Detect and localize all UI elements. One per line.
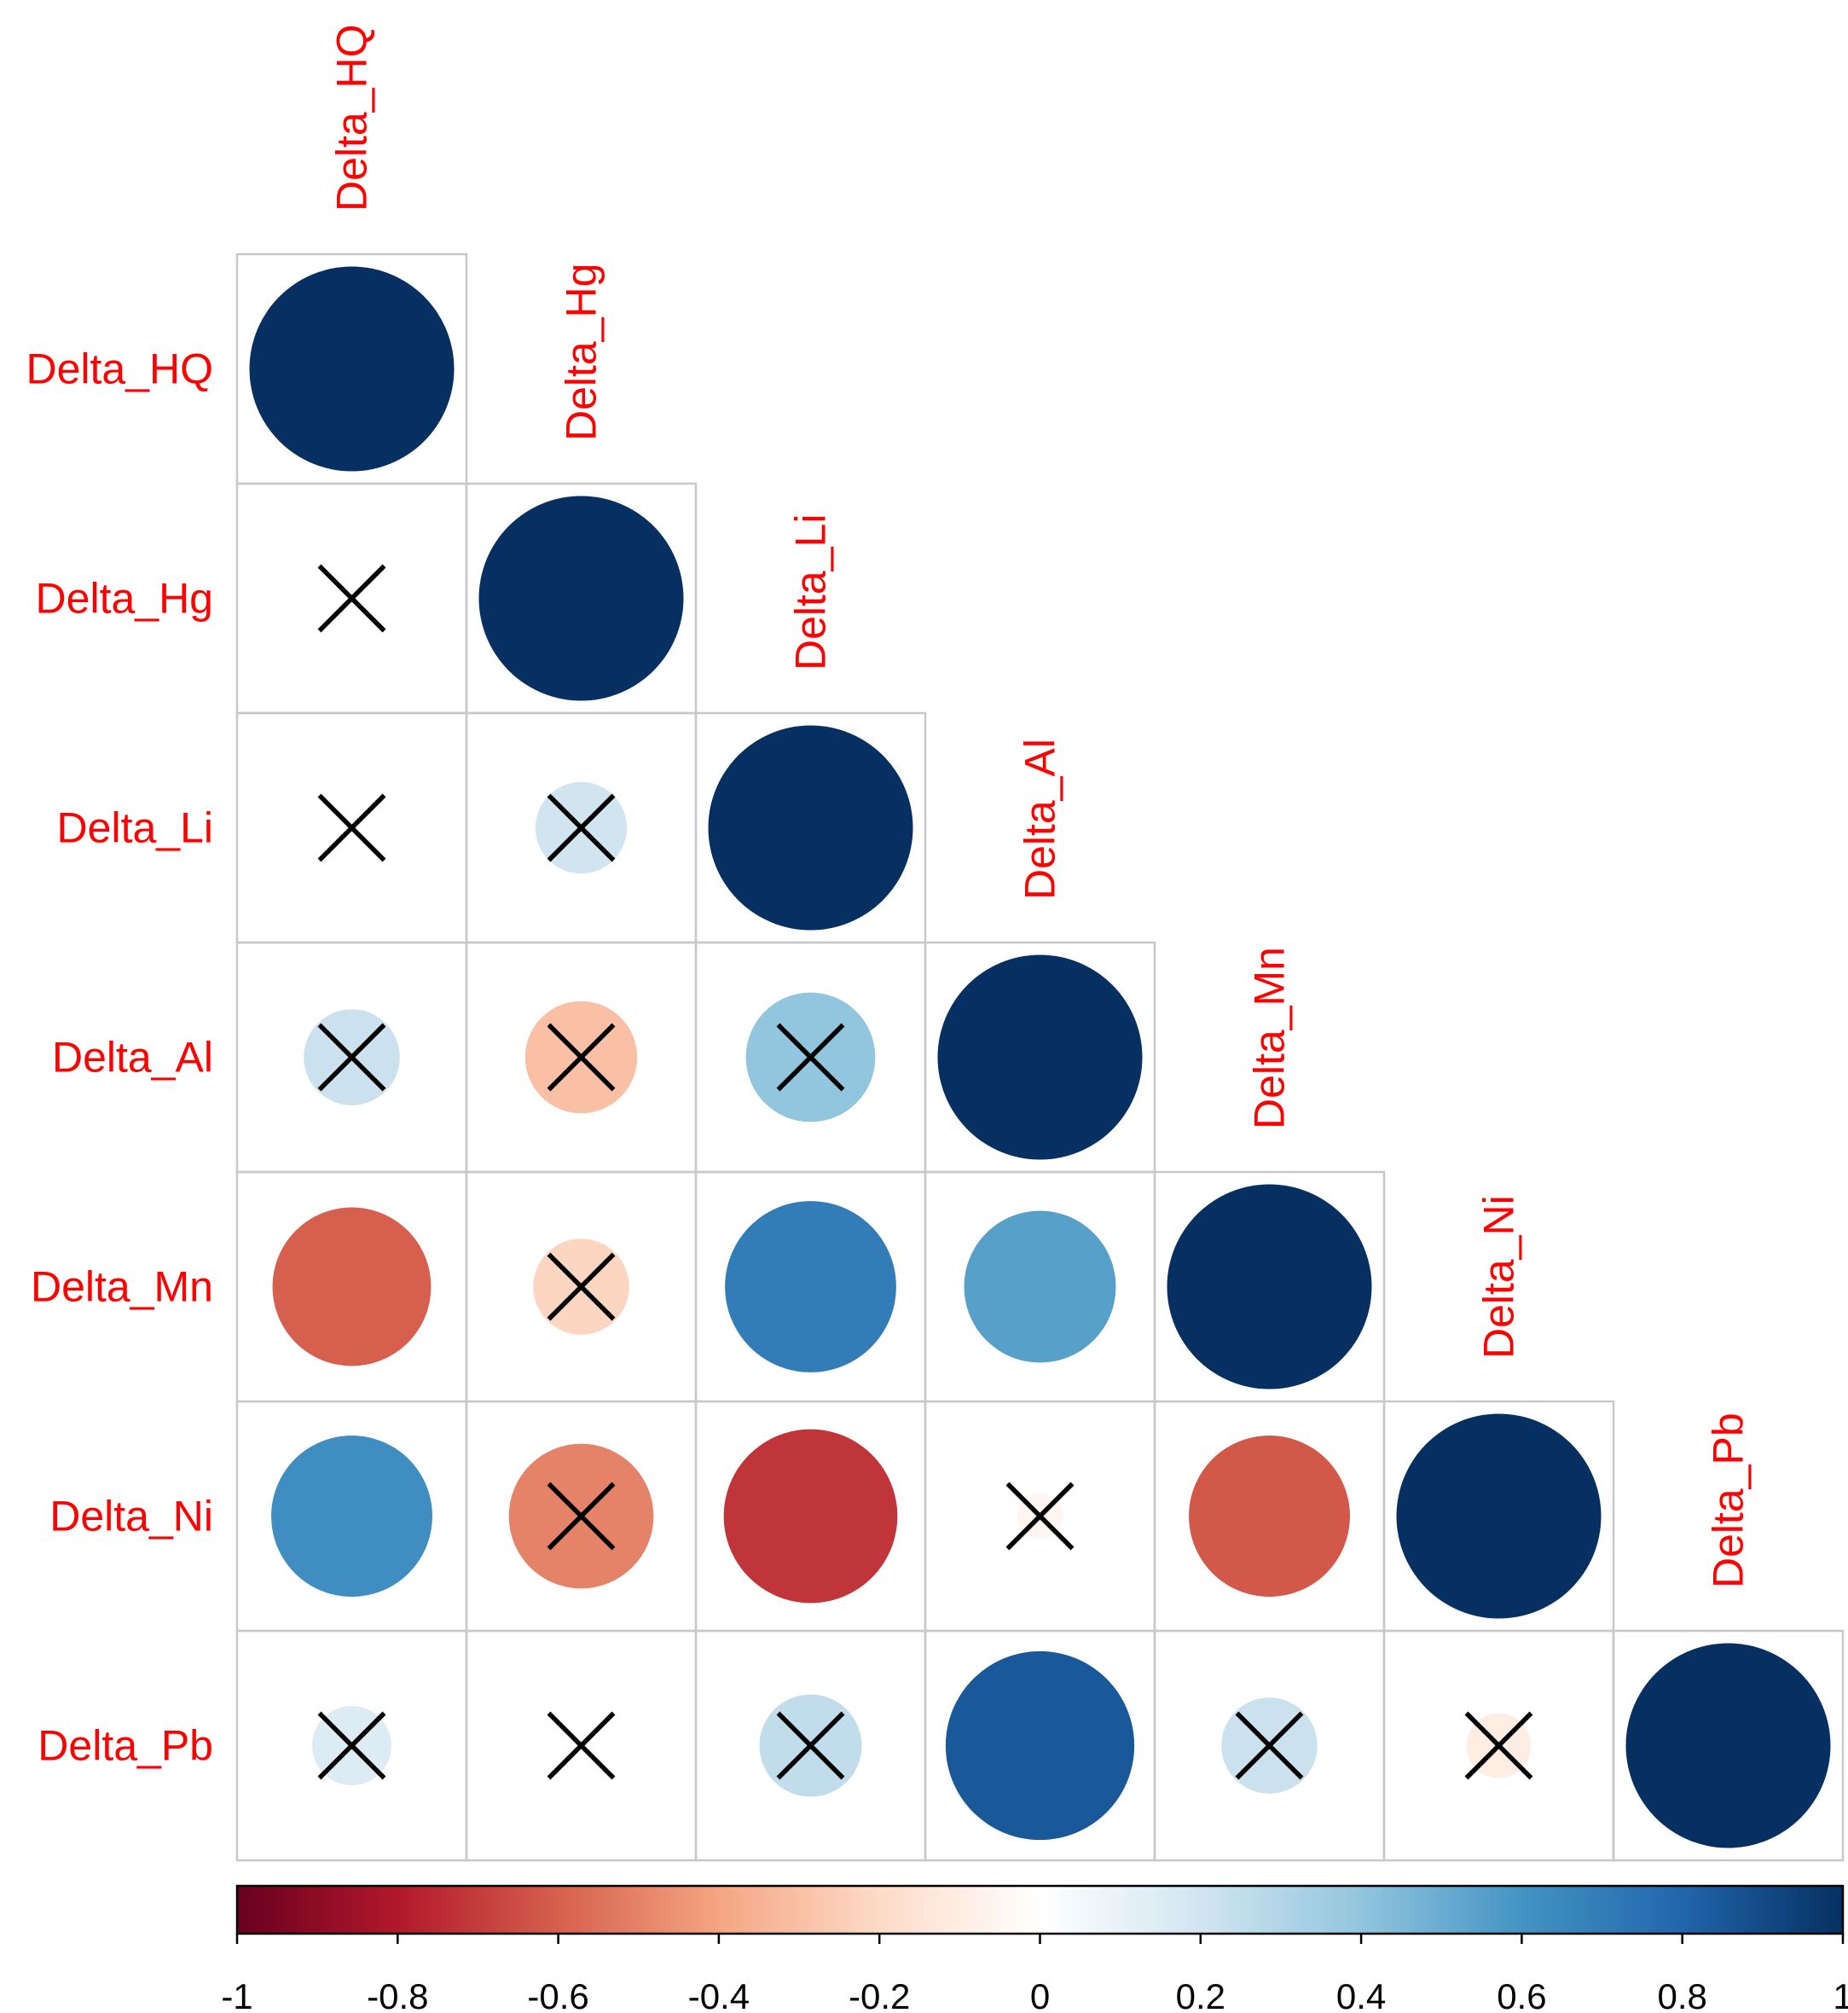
cell-delta-pb-delta-ni	[1382, 1629, 1615, 1862]
insignificant-cross-icon	[1235, 1711, 1304, 1780]
row-label-delta-li: Delta_Li	[57, 804, 213, 852]
cell-delta-pb-delta-li	[694, 1629, 927, 1862]
colorbar: -1 -0.8 -0.6 -0.4 -0.2 0 0.2 0.4 0.6 0.8 1	[221, 1884, 1848, 2013]
cell-delta-li-delta-hg	[465, 711, 698, 944]
insignificant-cross-icon	[317, 1711, 386, 1780]
correlation-circle	[271, 1436, 432, 1597]
cell-delta-ni-delta-li	[694, 1400, 927, 1633]
cell-delta-li-delta-li	[694, 711, 927, 944]
row-label-delta-pb: Delta_Pb	[38, 1722, 213, 1770]
cell-delta-hg-delta-hg	[465, 482, 698, 715]
cell-delta-al-delta-li	[694, 941, 927, 1174]
insignificant-cross-icon	[776, 1711, 845, 1780]
colorbar-tick-label: 0	[1030, 1976, 1050, 2013]
correlation-circle	[249, 266, 455, 472]
row-label-delta-mn: Delta_Mn	[31, 1263, 213, 1311]
cell-delta-ni-delta-ni	[1382, 1400, 1615, 1633]
insignificant-cross-icon	[1005, 1482, 1075, 1551]
colorbar-gradient-bar	[235, 1884, 1845, 1935]
colorbar-tick-label: 0.8	[1658, 1976, 1707, 2013]
cell-delta-pb-delta-pb	[1612, 1629, 1845, 1862]
matrix-cells	[235, 252, 1845, 1862]
cell-delta-li-delta-hq	[235, 711, 468, 944]
column-label-delta-hg: Delta_Hg	[558, 264, 605, 441]
cell-delta-ni-delta-hq	[235, 1400, 468, 1633]
correlation-circle	[272, 1207, 432, 1366]
insignificant-cross-icon	[547, 1711, 616, 1780]
correlation-circle	[478, 496, 684, 701]
row-label-delta-al: Delta_Al	[52, 1034, 213, 1082]
colorbar-ticks: -1 -0.8 -0.6 -0.4 -0.2 0 0.2 0.4 0.6 0.8 1	[221, 1934, 1848, 2013]
insignificant-cross-icon	[547, 1252, 616, 1321]
cell-delta-pb-delta-al	[924, 1629, 1156, 1862]
cell-delta-hq-delta-hq	[235, 252, 468, 485]
correlation-circle	[945, 1650, 1135, 1841]
cell-delta-mn-delta-mn	[1153, 1170, 1386, 1403]
colorbar-tick-label: -0.4	[688, 1976, 750, 2013]
row-label-delta-ni: Delta_Ni	[49, 1493, 213, 1540]
colorbar-tick-label: -0.2	[849, 1976, 910, 2013]
colorbar-tick-label: 0.2	[1176, 1976, 1225, 2013]
cell-delta-al-delta-hq	[235, 941, 468, 1174]
correlation-circle	[1396, 1413, 1602, 1619]
correlation-circle	[723, 1429, 898, 1604]
column-labels: Delta_HQ Delta_Hg Delta_Li Delta_Al Delta_Mn…	[328, 24, 1752, 1588]
cell-delta-hg-delta-hq	[235, 482, 468, 715]
row-label-delta-hg: Delta_Hg	[36, 575, 213, 623]
insignificant-cross-icon	[317, 564, 386, 633]
column-label-delta-li: Delta_Li	[787, 514, 835, 670]
cell-delta-al-delta-al	[924, 941, 1156, 1174]
insignificant-cross-icon	[317, 793, 386, 862]
colorbar-tick-label: -1	[221, 1976, 252, 2013]
correlation-circle	[1189, 1436, 1350, 1597]
cell-delta-pb-delta-hg	[465, 1629, 698, 1862]
column-label-delta-hq: Delta_HQ	[328, 24, 376, 212]
cell-delta-al-delta-hg	[465, 941, 698, 1174]
correlation-circle	[1167, 1184, 1372, 1389]
insignificant-cross-icon	[547, 1023, 616, 1092]
cell-delta-pb-delta-hq	[235, 1629, 468, 1862]
colorbar-tick-label: -0.6	[527, 1976, 588, 2013]
column-label-delta-ni: Delta_Ni	[1475, 1195, 1523, 1359]
insignificant-cross-icon	[547, 793, 616, 862]
column-label-delta-al: Delta_Al	[1017, 739, 1064, 900]
cell-border	[1612, 1629, 1845, 1862]
colorbar-tick-label: 0.4	[1336, 1976, 1386, 2013]
cell-delta-mn-delta-hg	[465, 1170, 698, 1403]
cell-delta-ni-delta-mn	[1153, 1400, 1386, 1633]
cell-delta-pb-delta-mn	[1153, 1629, 1386, 1862]
correlation-circle	[964, 1210, 1116, 1363]
colorbar-tick-label: 0.6	[1497, 1976, 1546, 2013]
correlation-circle	[725, 1201, 896, 1372]
cell-delta-mn-delta-li	[694, 1170, 927, 1403]
insignificant-cross-icon	[317, 1023, 386, 1092]
insignificant-cross-icon	[1464, 1711, 1533, 1780]
column-label-delta-mn: Delta_Mn	[1246, 947, 1294, 1129]
cell-delta-mn-delta-al	[924, 1170, 1156, 1403]
cell-delta-ni-delta-hg	[465, 1400, 698, 1633]
colorbar-tick-label: 1	[1833, 1976, 1848, 2013]
cell-delta-mn-delta-hq	[235, 1170, 468, 1403]
correlation-circle	[708, 725, 913, 931]
correlation-circle	[1625, 1643, 1831, 1848]
correlation-circle	[937, 954, 1143, 1160]
colorbar-tick-label: -0.8	[367, 1976, 428, 2013]
insignificant-cross-icon	[547, 1482, 616, 1551]
row-labels: Delta_HQ Delta_Hg Delta_Li Delta_Al Delta_Mn…	[26, 345, 213, 1770]
insignificant-cross-icon	[776, 1023, 845, 1092]
row-label-delta-hq: Delta_HQ	[26, 345, 213, 393]
cell-delta-ni-delta-al	[924, 1400, 1156, 1633]
column-label-delta-pb: Delta_Pb	[1705, 1413, 1752, 1588]
